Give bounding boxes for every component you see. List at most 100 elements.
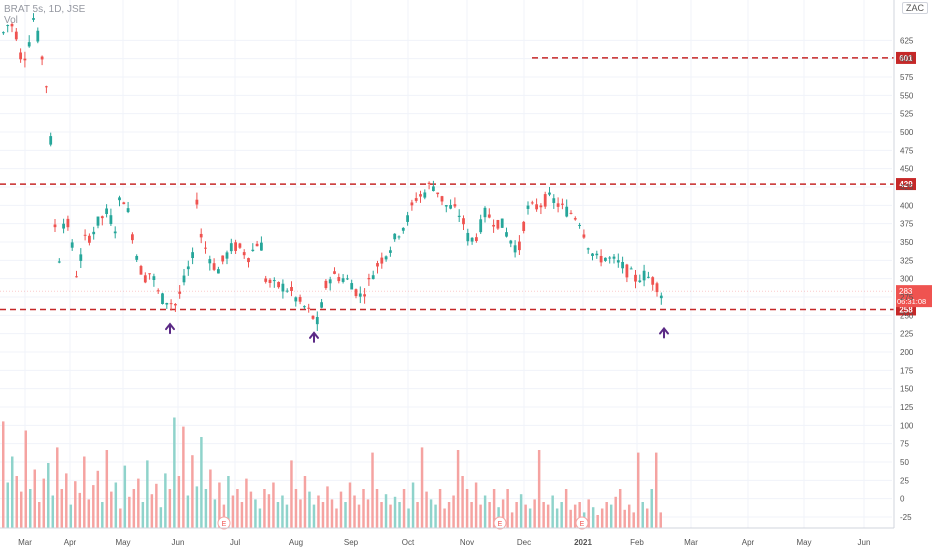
- candle-body: [616, 260, 620, 263]
- candle-body: [272, 280, 276, 282]
- volume-bar: [38, 502, 41, 528]
- candle-body: [470, 237, 474, 242]
- volume-bar: [636, 452, 640, 528]
- volume-bar: [371, 452, 374, 528]
- volume-bar: [353, 495, 356, 528]
- volume-bar: [2, 421, 5, 528]
- candle-body: [2, 32, 5, 34]
- y-tick-label: 350: [900, 238, 914, 247]
- volume-bar: [407, 508, 410, 528]
- volume-bar: [200, 437, 203, 528]
- candle-body: [346, 278, 349, 280]
- candle-body: [126, 208, 130, 213]
- volume-bar: [452, 495, 455, 528]
- y-tick-label: 475: [900, 146, 914, 155]
- volume-bar: [470, 502, 473, 528]
- volume-bar: [600, 508, 604, 528]
- x-tick-label: May: [796, 538, 811, 547]
- volume-bar: [627, 504, 631, 528]
- grid: [0, 0, 892, 528]
- volume-bar: [402, 489, 406, 528]
- volume-bar: [195, 486, 199, 528]
- volume-bar: [357, 504, 361, 528]
- candle-body: [354, 289, 358, 297]
- volume-bar: [276, 502, 280, 528]
- volume-bar: [501, 499, 505, 528]
- candle-body: [655, 283, 659, 293]
- candle-body: [182, 275, 186, 283]
- countdown-label: 06:31:08: [897, 297, 926, 306]
- candle-body: [40, 56, 44, 60]
- level-label: 601: [899, 54, 913, 63]
- y-tick-label: 625: [900, 36, 914, 45]
- candle-body: [199, 233, 203, 238]
- candle-body: [247, 258, 250, 263]
- level-label-bg: [896, 178, 916, 191]
- volume-bar: [492, 489, 496, 528]
- y-tick-label: 600: [900, 55, 914, 64]
- candle-body: [496, 220, 500, 229]
- x-tick-label: Jul: [230, 538, 240, 547]
- candle-body: [376, 263, 379, 267]
- volume-bar: [578, 502, 581, 528]
- candle-body: [389, 250, 392, 253]
- volume-bar: [150, 494, 154, 528]
- volume-bar: [128, 496, 131, 528]
- x-tick-label: Nov: [460, 538, 474, 547]
- candle-body: [462, 218, 465, 225]
- volume-bar: [434, 504, 437, 528]
- candle-body: [621, 261, 624, 269]
- candle-body: [453, 204, 457, 207]
- x-tick-label: Aug: [289, 538, 303, 547]
- y-tick-label: 550: [900, 91, 914, 100]
- volume-bar: [101, 502, 104, 528]
- volume-bar: [641, 502, 644, 528]
- candle-body: [234, 242, 237, 251]
- volume-bar: [479, 504, 482, 528]
- candle-body: [565, 206, 569, 217]
- volume-bar: [348, 482, 352, 528]
- event-marker-label: E: [580, 521, 585, 528]
- y-tick-label: 175: [900, 366, 914, 375]
- candle-body: [444, 205, 448, 207]
- x-tick-label: 2021: [574, 538, 592, 547]
- last-price-tag: [896, 285, 932, 308]
- candle-body: [217, 269, 220, 274]
- candle-body: [526, 205, 530, 209]
- y-tick-label: 225: [900, 330, 914, 339]
- volume-bar: [393, 496, 397, 528]
- volume-bar: [524, 504, 527, 528]
- currency-badge[interactable]: ZAC: [902, 2, 928, 14]
- candle-body: [311, 315, 315, 319]
- candle-body: [277, 282, 280, 288]
- volume-bar: [339, 491, 343, 528]
- candle-body: [625, 264, 629, 278]
- candle-body: [178, 291, 182, 294]
- volume-bar: [326, 486, 329, 528]
- volume-bar: [528, 508, 532, 528]
- candle-body: [384, 256, 388, 260]
- volume-bar: [281, 495, 284, 528]
- candle-body: [608, 257, 612, 259]
- candle-body: [204, 247, 207, 249]
- candle-body: [479, 219, 483, 233]
- x-tick-label: May: [115, 538, 130, 547]
- candle-body: [341, 278, 345, 282]
- candle-body: [156, 290, 160, 292]
- volume-bar: [119, 508, 122, 528]
- up-arrow-icon: [165, 322, 175, 335]
- candle-body: [414, 198, 418, 201]
- volume-bar: [258, 508, 262, 528]
- candle-body: [406, 215, 409, 222]
- x-tick-label: Mar: [18, 538, 32, 547]
- volume-bar: [366, 499, 370, 528]
- candle-body: [333, 271, 336, 274]
- candle-body: [556, 203, 560, 207]
- candle-body: [255, 243, 259, 247]
- volume-bar: [299, 499, 302, 528]
- volume-bar: [569, 509, 572, 528]
- x-tick-label: Apr: [64, 538, 77, 547]
- volume-bar: [438, 489, 442, 528]
- volume-bar: [182, 426, 185, 528]
